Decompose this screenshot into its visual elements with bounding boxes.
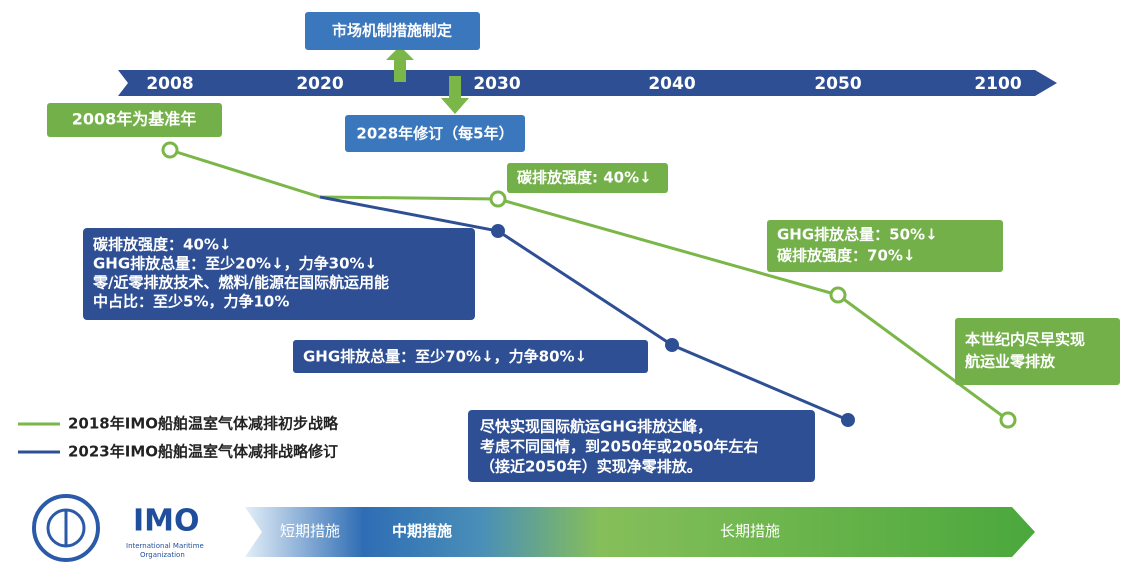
legend-text: 2023年IMO船舶温室气体减排战略修订 [68, 443, 338, 461]
legend-text: 2018年IMO船舶温室气体减排初步战略 [68, 415, 339, 433]
phase-label: 中期措施 [392, 522, 452, 540]
box-text: 航运业零排放 [965, 353, 1056, 371]
box-text: 碳排放强度：70%↓ [777, 247, 915, 265]
blue-line [319, 195, 849, 422]
timeline-arrow [118, 70, 1057, 96]
green-node [829, 286, 847, 304]
box [305, 12, 480, 50]
box-text: 尽快实现国际航运GHG排放达峰， [480, 418, 712, 436]
blue-node [665, 338, 679, 352]
phase-label: 长期措施 [720, 522, 780, 540]
green-node [161, 141, 179, 159]
blue-node [841, 413, 855, 427]
box [345, 115, 525, 152]
box-text: GHG排放总量：至少20%↓，力争30%↓ [93, 255, 377, 273]
box-text: 碳排放强度：40%↓ [93, 236, 231, 254]
down-arrow-head [441, 98, 469, 114]
box-text: 考虑不同国情，到2050年或2050年左右 [480, 438, 759, 456]
box [83, 228, 475, 320]
year-label: 2008 [146, 74, 193, 94]
logo-emblem [32, 494, 100, 562]
box [767, 220, 1003, 272]
box-text: 2008年为基准年 [72, 110, 197, 129]
box-text: 本世纪内尽早实现 [965, 331, 1085, 349]
green-node [489, 190, 507, 208]
box-text: （接近2050年）实现净零排放。 [480, 458, 702, 476]
box-text: 碳排放强度: 40%↓ [517, 169, 652, 187]
year-label: 2040 [648, 74, 695, 94]
box [293, 340, 648, 373]
box [507, 163, 668, 193]
green-node [999, 411, 1017, 429]
box-text: 2028年修订（每5年） [356, 125, 513, 143]
year-label: 2050 [814, 74, 861, 94]
box-text: GHG排放总量：至少70%↓，力争80%↓ [303, 348, 587, 366]
phase-label: 短期措施 [280, 522, 340, 540]
box-text: 市场机制措施制定 [332, 22, 452, 40]
box-text: 中占比：至少5%，力争10% [93, 293, 289, 311]
year-label: 2100 [974, 74, 1021, 94]
box-text: GHG排放总量：50%↓ [777, 226, 938, 244]
logo-subtitle: International Maritime [126, 542, 204, 550]
year-label: 2030 [473, 74, 520, 94]
logo-title: IMO [133, 504, 200, 539]
phase-bar [245, 507, 1035, 557]
box [468, 410, 815, 482]
box [47, 103, 222, 137]
box [955, 318, 1120, 385]
year-label: 2020 [296, 74, 343, 94]
down-arrow [449, 76, 461, 104]
blue-node [491, 224, 505, 238]
box-text: 零/近零排放技术、燃料/能源在国际航运用能 [92, 274, 389, 292]
logo-subtitle: Organization [140, 551, 185, 559]
up-arrow-head [386, 46, 414, 60]
